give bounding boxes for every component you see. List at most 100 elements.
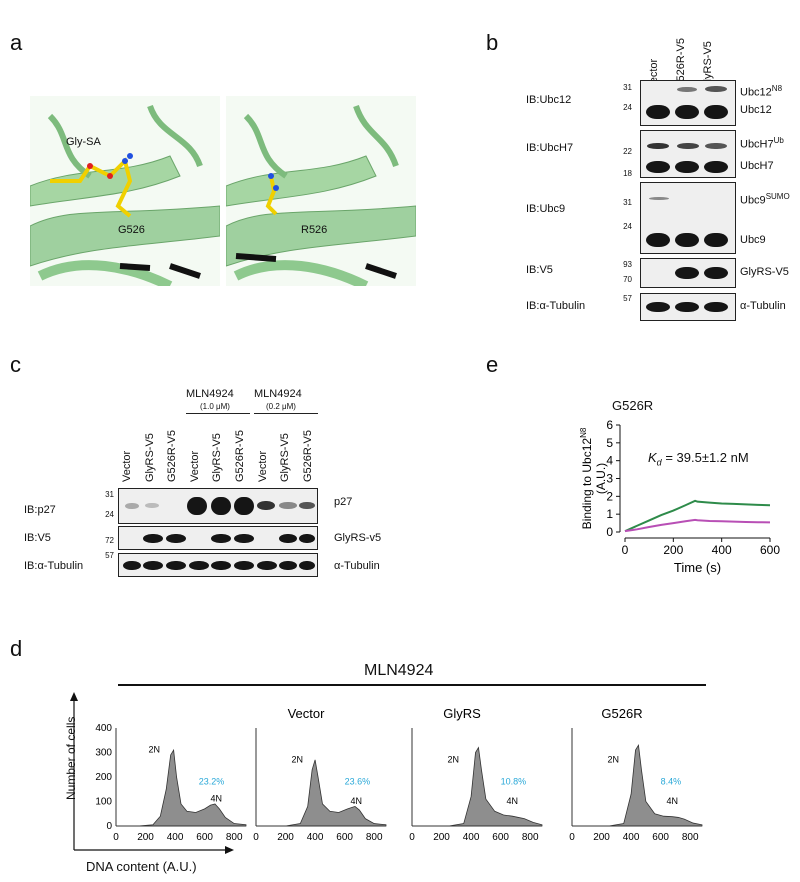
band-label: p27 xyxy=(334,496,353,508)
x-tick-label: 0 xyxy=(409,832,415,843)
y-tick-label: 0 xyxy=(106,821,112,832)
x-tick-label: 600 xyxy=(492,832,509,843)
ib-tubulin-c-label: IB:α-Tubulin xyxy=(24,560,84,572)
panel-e-letter: e xyxy=(486,352,499,377)
mw-marker: 70 xyxy=(623,275,632,284)
x-tick-label: 200 xyxy=(137,832,154,843)
peak-label-4n: 4N xyxy=(507,796,519,806)
x-tick-label: 600 xyxy=(196,832,213,843)
histogram-area xyxy=(572,743,703,827)
g526-label: G526 xyxy=(118,224,145,236)
percent-label: 23.6% xyxy=(345,776,371,786)
y-tick-label: 5 xyxy=(606,436,613,450)
header-rule xyxy=(118,684,706,686)
mw-marker: 57 xyxy=(105,551,114,560)
blot-v5-c xyxy=(118,526,318,550)
blot-ubc9 xyxy=(640,182,736,254)
y-tick-label: 0 xyxy=(606,525,613,539)
x-tick-label: 400 xyxy=(712,543,732,557)
binding-kinetics-chart: 0 1 2 3 4 5 6 0 200 400 600 Time (s) Binding to Ubc1… xyxy=(579,418,780,575)
structure-image-wt xyxy=(30,96,220,286)
lane-label-c: Vector xyxy=(121,450,133,482)
lane-label-c: Vector xyxy=(256,450,269,482)
mw-marker: 31 xyxy=(623,198,632,207)
band-label: Ubc12 xyxy=(740,104,772,116)
mw-marker: 18 xyxy=(623,169,632,178)
blot-tubulin-c xyxy=(118,553,318,577)
mw-marker: 93 xyxy=(623,260,632,269)
treatment-label: MLN4924 xyxy=(186,388,234,400)
peak-label-2n: 2N xyxy=(291,754,303,764)
chart-e-title: G526R xyxy=(612,398,654,413)
x-tick-label: 800 xyxy=(682,832,699,843)
ib-ubc9-label: IB:Ubc9 xyxy=(526,203,566,215)
band-label: Ubc9 xyxy=(740,234,766,246)
histogram-area xyxy=(256,759,387,827)
y-tick-label: 4 xyxy=(606,454,613,468)
percent-label: 23.2% xyxy=(199,776,225,786)
blot-p27 xyxy=(118,488,318,524)
x-axis-label: DNA content (A.U.) xyxy=(86,859,197,874)
mln4924-header: MLN4924 xyxy=(364,662,434,679)
treatment-dose: (0.2 μM) xyxy=(266,402,296,411)
mw-marker: 22 xyxy=(623,147,632,156)
lane-label-c: G526R-V5 xyxy=(234,430,246,482)
peak-label-4n: 4N xyxy=(211,794,223,804)
x-tick-label: 600 xyxy=(760,543,780,557)
lane-label-c: G526R-V5 xyxy=(301,430,314,482)
panel-a-letter: a xyxy=(10,30,23,55)
band-label: GlyRS-V5 xyxy=(740,266,789,278)
x-tick-label: 400 xyxy=(463,832,480,843)
series-line-1 xyxy=(624,499,771,533)
ib-tubulin-label: IB:α-Tubulin xyxy=(526,300,586,312)
r526-label: R526 xyxy=(301,224,328,236)
band-label: UbcH7 xyxy=(740,160,774,172)
y-tick-label: 1 xyxy=(606,507,613,521)
treatment-label: MLN4924 xyxy=(254,388,302,400)
y-axis-title: Binding to Ubc12N8 xyxy=(579,427,594,529)
percent-label: 8.4% xyxy=(661,776,682,786)
x-tick-label: 400 xyxy=(167,832,184,843)
treatment-bracket xyxy=(186,413,250,414)
blot-ubch7 xyxy=(640,130,736,178)
protein-ribbon-wt xyxy=(30,104,220,286)
x-tick-label: 200 xyxy=(593,832,610,843)
ib-ubch7-label: IB:UbcH7 xyxy=(526,142,574,154)
lane-label-c: G526R-V5 xyxy=(166,430,179,482)
mw-marker: 31 xyxy=(623,83,632,92)
band-label: GlyRS-v5 xyxy=(334,532,382,544)
band-label: α-Tubulin xyxy=(334,560,380,572)
band-label: Ubc12N8 xyxy=(740,84,783,99)
axis-arrows xyxy=(70,692,234,854)
y-axis-unit: (A.U.) xyxy=(594,463,608,494)
lane-label-c: GlyRS-V5 xyxy=(211,433,224,482)
ib-ubc12-label: IB:Ubc12 xyxy=(526,94,572,106)
x-tick-label: 0 xyxy=(569,832,575,843)
x-tick-label: 0 xyxy=(253,832,259,843)
panel-c-letter: c xyxy=(10,352,21,377)
y-tick-label: 200 xyxy=(95,772,112,783)
histogram-area xyxy=(412,746,543,827)
ib-v5-c-label: IB:V5 xyxy=(24,532,51,544)
x-tick-label: 200 xyxy=(277,832,294,843)
y-tick-label: 400 xyxy=(95,723,112,734)
mw-marker: 31 xyxy=(105,490,114,499)
y-tick-label: 6 xyxy=(606,418,613,432)
treatment-bracket xyxy=(254,413,318,414)
mw-marker: 72 xyxy=(105,536,114,545)
mw-marker: 24 xyxy=(623,103,632,112)
histogram-title: G526R xyxy=(601,706,642,721)
x-tick-label: 600 xyxy=(652,832,669,843)
x-tick-label: 0 xyxy=(113,832,119,843)
protein-ribbon-mut xyxy=(226,104,416,286)
x-tick-label: 600 xyxy=(336,832,353,843)
ib-v5-label: IB:V5 xyxy=(526,264,553,276)
peak-label-4n: 4N xyxy=(667,796,679,806)
x-tick-label: 800 xyxy=(522,832,539,843)
mw-marker: 24 xyxy=(623,222,632,231)
x-tick-label: 200 xyxy=(433,832,450,843)
x-tick-label: 0 xyxy=(622,543,629,557)
mw-marker: 57 xyxy=(623,294,632,303)
panel-b-letter: b xyxy=(486,30,499,55)
series-line-2 xyxy=(624,518,771,533)
